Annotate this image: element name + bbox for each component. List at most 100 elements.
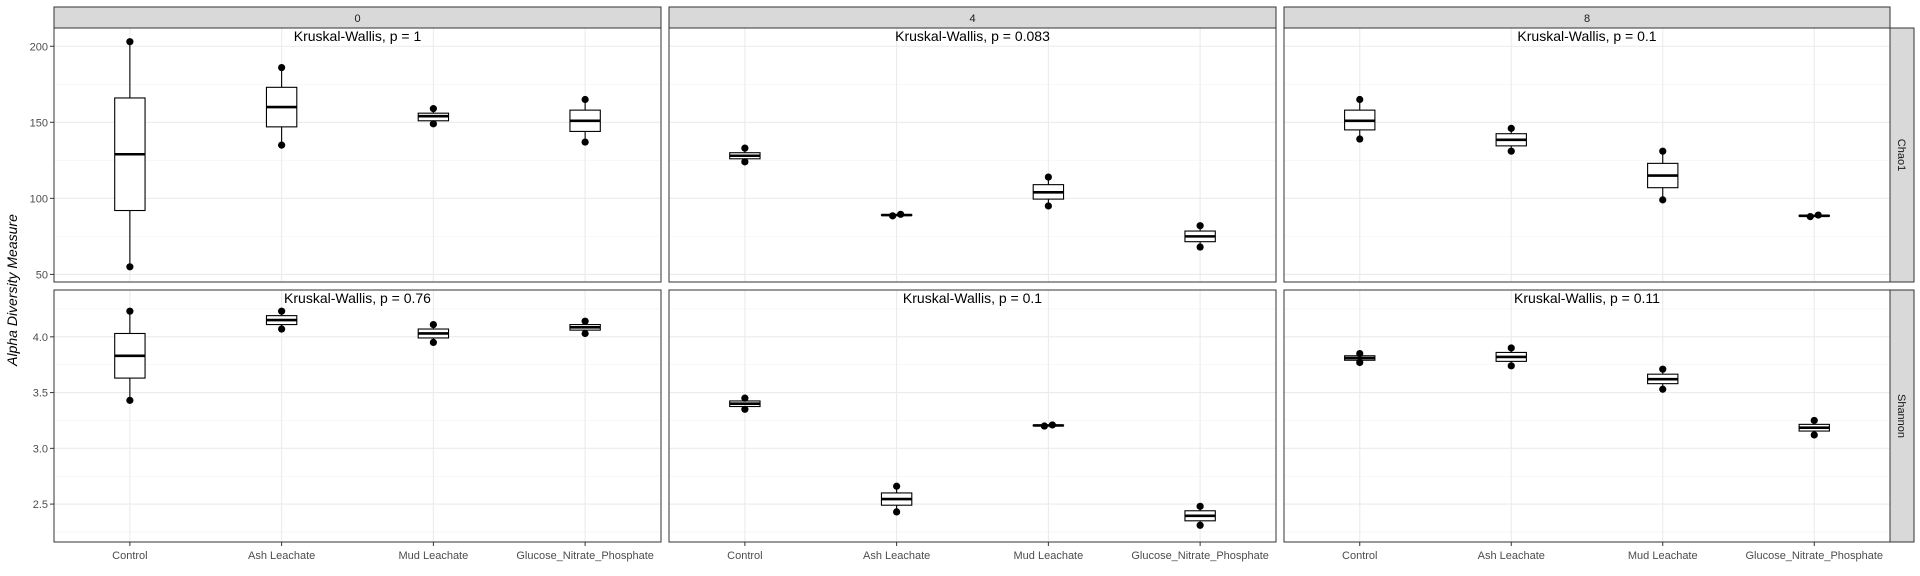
column-strip-label: 0 [354, 13, 360, 25]
data-point [126, 396, 134, 404]
kruskal-wallis-annotation: Kruskal-Wallis, p = 0.11 [1514, 290, 1660, 306]
x-tick-label: Glucose_Nitrate_Phosphate [1745, 550, 1883, 562]
data-point [1814, 211, 1822, 219]
x-tick-label: Ash Leachate [248, 550, 315, 562]
box-glucose-nitrate-phosphate [1184, 502, 1216, 529]
box-ash-leachate [1495, 124, 1527, 155]
data-point [1048, 421, 1056, 429]
kruskal-wallis-annotation: Kruskal-Wallis, p = 1 [294, 28, 422, 44]
panel-background [669, 28, 1276, 282]
data-point [126, 263, 134, 271]
data-point [1659, 385, 1667, 393]
data-point [1044, 202, 1052, 210]
y-axis-label: Alpha Diversity Measure [4, 214, 20, 367]
box-mud-leachate [1032, 421, 1065, 430]
data-point [278, 63, 286, 72]
data-point [889, 212, 897, 220]
panel-border [1283, 289, 1891, 543]
panel-chao1-8: Kruskal-Wallis, p = 0.1 [1283, 27, 1891, 283]
data-point [1356, 135, 1364, 143]
facet-panels: 0 4 8 Chao1 Shannon Kruskal-Wallis, p = 1 50 10… [30, 6, 1915, 562]
x-tick-label: Control [1342, 550, 1377, 562]
column-strip-label: 8 [1584, 13, 1590, 25]
x-tick-label: Glucose_Nitrate_Phosphate [1131, 550, 1269, 562]
data-point [741, 394, 749, 402]
x-tick-label: Ash Leachate [863, 550, 930, 562]
y-tick-label: 100 [30, 193, 48, 205]
data-point [581, 95, 589, 104]
data-point [1356, 349, 1364, 358]
panel-chao1-4: Kruskal-Wallis, p = 0.083 [668, 27, 1277, 283]
data-point [1507, 344, 1515, 352]
data-point [1196, 243, 1204, 251]
data-point [1659, 365, 1667, 373]
box-mud-leachate [417, 320, 450, 347]
column-strip-label: 4 [969, 13, 975, 25]
data-point [581, 317, 589, 325]
panel-background [669, 290, 1276, 542]
y-tick-label: 2.5 [33, 499, 48, 511]
box-glucose-nitrate-phosphate [569, 95, 601, 146]
data-point [1196, 222, 1204, 230]
panel-shannon-8: Kruskal-Wallis, p = 0.11 [1283, 289, 1891, 543]
data-point [1659, 196, 1667, 204]
y-tick-label: 150 [30, 117, 48, 129]
x-tick-label: Ash Leachate [1478, 550, 1545, 562]
y-tick-label: 200 [30, 41, 48, 53]
row-strip-chao1 [1889, 27, 1915, 283]
data-point [1507, 147, 1515, 155]
box-control [1344, 95, 1376, 143]
x-tick-label: Mud Leachate [1628, 550, 1698, 562]
panel-border [668, 27, 1277, 283]
data-point [1356, 358, 1364, 367]
data-point [581, 329, 589, 338]
data-point [1810, 431, 1818, 439]
y-tick-label: 3.0 [33, 443, 48, 455]
data-point [1196, 502, 1204, 510]
panel-chao1-0: Kruskal-Wallis, p = 1 [53, 27, 662, 283]
data-point [1507, 362, 1515, 370]
box-glucose-nitrate-phosphate [1798, 211, 1830, 221]
data-point [429, 338, 437, 347]
x-tick-label: Mud Leachate [1014, 550, 1084, 562]
kruskal-wallis-annotation: Kruskal-Wallis, p = 0.1 [903, 290, 1042, 306]
data-point [429, 320, 437, 329]
data-point [126, 307, 134, 315]
panel-border [668, 289, 1277, 543]
data-point [741, 405, 749, 413]
panel-background [1284, 290, 1890, 542]
box-ash-leachate [880, 482, 913, 516]
panel-border [1283, 27, 1891, 283]
box-glucose-nitrate-phosphate [569, 317, 601, 338]
data-point [893, 508, 901, 516]
data-point [278, 141, 286, 149]
x-tick-label: Control [112, 550, 147, 562]
row-strip-label: Chao1 [1895, 139, 1907, 171]
data-point [1040, 422, 1048, 430]
panel-shannon-4: Kruskal-Wallis, p = 0.1 [668, 289, 1277, 543]
box-control [1344, 349, 1376, 367]
data-point [1356, 95, 1364, 104]
box-mud-leachate [1647, 147, 1679, 204]
x-tick-label: Glucose_Nitrate_Phosphate [516, 550, 654, 562]
data-point [1507, 124, 1515, 132]
data-point [1196, 521, 1204, 529]
row-strip-label: Shannon [1895, 394, 1907, 438]
box-glucose-nitrate-phosphate [1798, 416, 1830, 439]
box-ash-leachate [880, 210, 913, 220]
kruskal-wallis-annotation: Kruskal-Wallis, p = 0.083 [895, 28, 1050, 44]
box-mud-leachate [1647, 365, 1679, 393]
box-glucose-nitrate-phosphate [1184, 222, 1216, 251]
y-tick-label: 4.0 [33, 332, 48, 344]
data-point [741, 144, 749, 152]
box-mud-leachate [417, 105, 450, 128]
panel-background [1284, 28, 1890, 282]
data-point [1659, 147, 1667, 155]
kruskal-wallis-annotation: Kruskal-Wallis, p = 0.76 [284, 290, 431, 306]
data-point [741, 158, 749, 166]
data-point [1044, 173, 1052, 181]
data-point [278, 307, 286, 315]
x-tick-label: Mud Leachate [399, 550, 469, 562]
data-point [897, 210, 905, 218]
